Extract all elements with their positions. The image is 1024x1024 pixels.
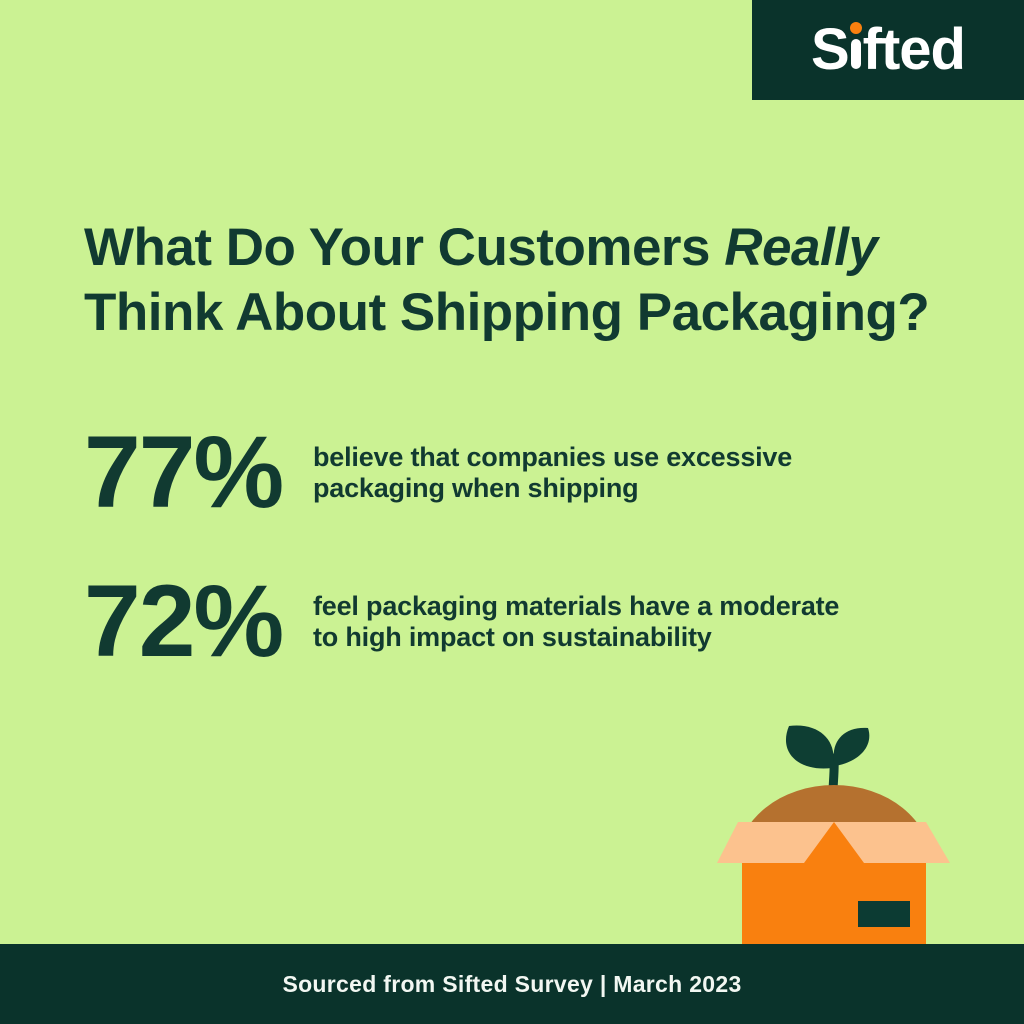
- stat-description-77: believe that companies use excessive pac…: [313, 442, 792, 504]
- stat-description-77-line2: packaging when shipping: [313, 473, 639, 503]
- heading-line2: Think About Shipping Packaging?: [84, 283, 930, 342]
- logo-letter-s: S: [810, 17, 850, 82]
- box-shipping-label: [858, 901, 910, 927]
- logo-i-stem: [850, 39, 861, 69]
- box-flap-notch: [804, 822, 864, 863]
- source-attribution: Sourced from Sifted Survey | March 2023: [282, 970, 742, 997]
- footer-bar: Sourced from Sifted Survey | March 2023: [0, 944, 1024, 1024]
- stat-value-72: 72%: [84, 564, 284, 678]
- logo-letter-i: [849, 22, 862, 69]
- stat-description-72: feel packaging materials have a moderate…: [313, 591, 839, 653]
- logo-i-orange-dot-icon: [849, 22, 862, 34]
- logo-letters-fted: fted: [862, 17, 966, 82]
- stat-row-excessive-packaging: 77% believe that companies use excessive…: [84, 421, 964, 523]
- stat-value-77: 77%: [84, 415, 284, 529]
- heading-line1-italic: Really: [724, 218, 878, 277]
- heading-line1-regular: What Do Your Customers: [84, 218, 711, 277]
- stat-description-72-line1: feel packaging materials have a moderate: [313, 591, 840, 621]
- stat-description-77-line1: believe that companies use excessive: [313, 442, 793, 472]
- open-box-sprout-illustration: [717, 725, 950, 945]
- page-title: What Do Your Customers Really Think Abou…: [84, 215, 964, 345]
- stat-description-72-line2: to high impact on sustainability: [313, 622, 712, 652]
- stat-row-sustainability-impact: 72% feel packaging materials have a mode…: [84, 570, 964, 672]
- sprout-left-leaf-icon: [785, 725, 834, 769]
- sprout-right-leaf-icon: [833, 727, 870, 766]
